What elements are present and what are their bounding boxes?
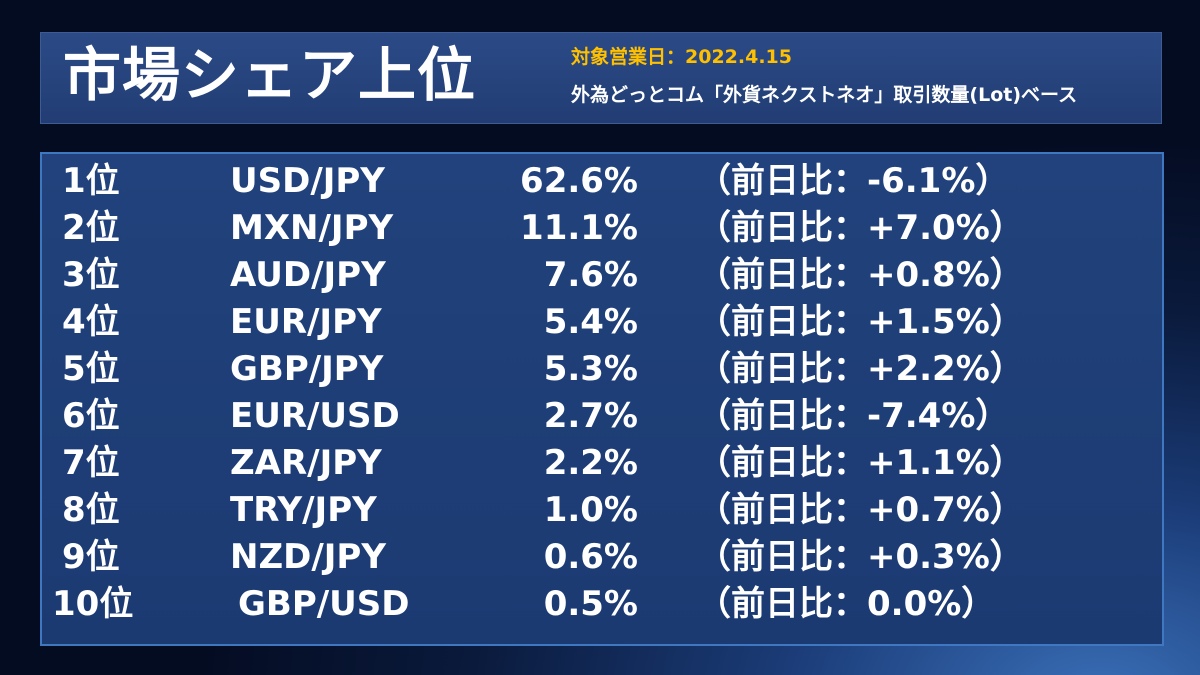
rank-label: 6位 (62, 396, 120, 436)
page-title: 市場シェア上位 (63, 41, 477, 109)
currency-pair: ZAR/JPY (230, 443, 382, 483)
ranking-table: 1位 USD/JPY 62.6% （前日比：-6.1%） 2位 MXN/JPY … (40, 152, 1164, 646)
rank-label: 8位 (62, 490, 120, 530)
market-share: 2.2% (543, 443, 638, 483)
currency-pair: GBP/USD (238, 584, 410, 624)
ranking-row: 7位 ZAR/JPY 2.2% （前日比：+1.1%） (42, 440, 1162, 486)
day-over-day-change: （前日比：+7.0%） (697, 208, 1024, 248)
market-share: 2.7% (543, 396, 638, 436)
data-source-note: 外為どっとコム「外貨ネクストネオ」取引数量(Lot)ベース (571, 84, 1078, 106)
day-over-day-change: （前日比：-6.1%） (697, 161, 1010, 201)
ranking-row: 8位 TRY/JPY 1.0% （前日比：+0.7%） (42, 487, 1162, 533)
day-over-day-change: （前日比：0.0%） (697, 584, 996, 624)
ranking-row: 3位 AUD/JPY 7.6% （前日比：+0.8%） (42, 252, 1162, 298)
market-share: 0.6% (543, 537, 638, 577)
day-over-day-change: （前日比：-7.4%） (697, 396, 1010, 436)
currency-pair: NZD/JPY (230, 537, 386, 577)
currency-pair: GBP/JPY (230, 349, 384, 389)
business-date: 対象営業日：2022.4.15 (571, 46, 792, 68)
day-over-day-change: （前日比：+0.7%） (697, 490, 1024, 530)
currency-pair: EUR/JPY (230, 302, 382, 342)
currency-pair: TRY/JPY (230, 490, 377, 530)
rank-label: 9位 (62, 537, 120, 577)
currency-pair: MXN/JPY (230, 208, 394, 248)
ranking-row: 2位 MXN/JPY 11.1% （前日比：+7.0%） (42, 205, 1162, 251)
rank-label: 1位 (62, 161, 120, 201)
currency-pair: EUR/USD (230, 396, 400, 436)
day-over-day-change: （前日比：+2.2%） (697, 349, 1024, 389)
ranking-row: 1位 USD/JPY 62.6% （前日比：-6.1%） (42, 158, 1162, 204)
ranking-row: 4位 EUR/JPY 5.4% （前日比：+1.5%） (42, 299, 1162, 345)
header-panel: 市場シェア上位 対象営業日：2022.4.15 外為どっとコム「外貨ネクストネオ… (40, 32, 1162, 124)
market-share: 5.4% (543, 302, 638, 342)
market-share: 7.6% (543, 255, 638, 295)
day-over-day-change: （前日比：+1.5%） (697, 302, 1024, 342)
currency-pair: USD/JPY (230, 161, 385, 201)
ranking-row: 6位 EUR/USD 2.7% （前日比：-7.4%） (42, 393, 1162, 439)
market-share: 62.6% (520, 161, 638, 201)
currency-pair: AUD/JPY (230, 255, 386, 295)
ranking-row: 5位 GBP/JPY 5.3% （前日比：+2.2%） (42, 346, 1162, 392)
day-over-day-change: （前日比：+0.8%） (697, 255, 1024, 295)
day-over-day-change: （前日比：+1.1%） (697, 443, 1024, 483)
rank-label: 7位 (62, 443, 120, 483)
rank-label: 4位 (62, 302, 120, 342)
market-share: 1.0% (543, 490, 638, 530)
rank-label: 3位 (62, 255, 120, 295)
ranking-row: 9位 NZD/JPY 0.6% （前日比：+0.3%） (42, 534, 1162, 580)
day-over-day-change: （前日比：+0.3%） (697, 537, 1024, 577)
market-share: 5.3% (543, 349, 638, 389)
rank-label: 2位 (62, 208, 120, 248)
rank-label: 5位 (62, 349, 120, 389)
rank-label: 10位 (52, 584, 134, 624)
market-share: 11.1% (520, 208, 638, 248)
ranking-row: 10位 GBP/USD 0.5% （前日比：0.0%） (42, 581, 1162, 627)
market-share: 0.5% (543, 584, 638, 624)
